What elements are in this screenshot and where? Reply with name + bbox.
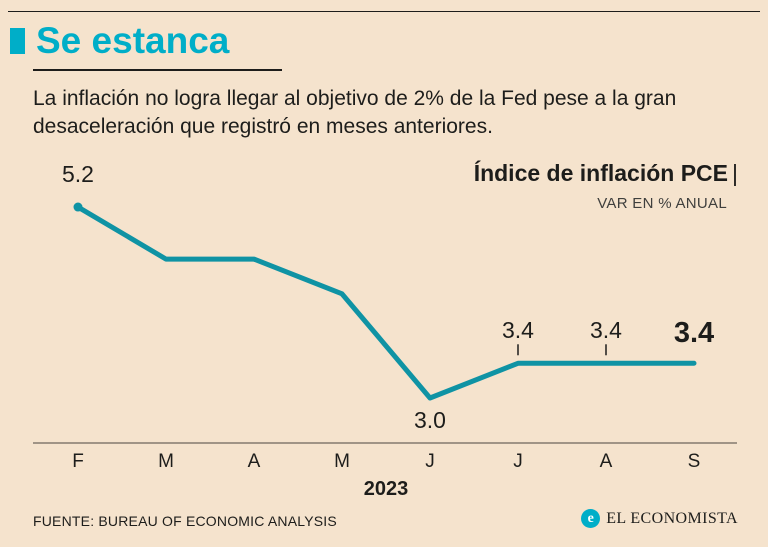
x-axis-label: A bbox=[247, 451, 261, 472]
x-axis-label: M bbox=[158, 451, 174, 472]
brand-name: EL ECONOMISTA bbox=[606, 509, 738, 527]
first-point-marker bbox=[73, 202, 83, 212]
x-axis-label: M bbox=[334, 451, 350, 472]
year-label: 2023 bbox=[363, 478, 409, 500]
el-economista-icon: e bbox=[581, 509, 601, 528]
source-text: FUENTE: BUREAU OF ECONOMIC ANALYSIS bbox=[33, 513, 337, 529]
title-underline bbox=[33, 69, 282, 71]
x-axis-label: A bbox=[599, 451, 613, 472]
inflation-line bbox=[75, 204, 697, 401]
chart-subtitle: VAR EN % ANUAL bbox=[597, 195, 727, 212]
top-divider bbox=[8, 11, 760, 12]
x-axis-label: S bbox=[687, 451, 701, 472]
intro-text: La inflación no logra llegar al objetivo… bbox=[33, 87, 677, 139]
x-axis-label: J bbox=[513, 451, 523, 472]
x-axis-label: J bbox=[425, 451, 435, 472]
x-axis-label: F bbox=[72, 451, 84, 472]
brand-logo: e EL ECONOMISTA bbox=[581, 509, 738, 528]
chart-title-text: Índice de inflación PCE bbox=[473, 160, 729, 186]
point-tick-group bbox=[517, 344, 607, 356]
title-marker bbox=[10, 28, 25, 54]
chart-title-separator: | bbox=[732, 160, 738, 186]
chart-title: Índice de inflación PCE | bbox=[474, 160, 738, 187]
page-title: Se estanca bbox=[36, 20, 230, 61]
